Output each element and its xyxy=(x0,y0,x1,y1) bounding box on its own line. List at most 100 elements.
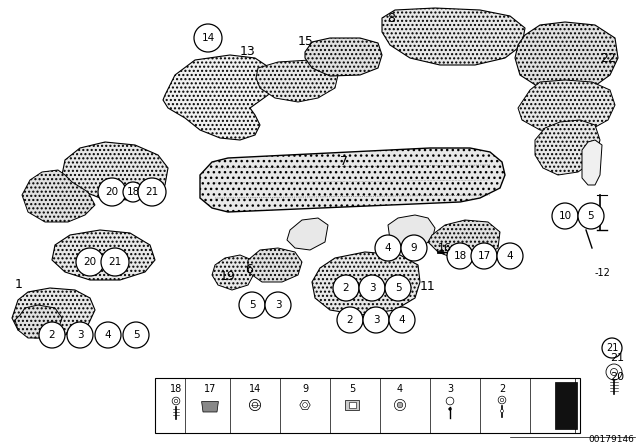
Text: 10: 10 xyxy=(559,211,572,221)
Text: 22: 22 xyxy=(600,52,616,65)
Circle shape xyxy=(385,275,411,301)
Polygon shape xyxy=(256,60,338,102)
Circle shape xyxy=(578,203,604,229)
Text: 2: 2 xyxy=(347,315,353,325)
Polygon shape xyxy=(515,22,618,92)
Circle shape xyxy=(250,400,260,411)
Text: 2: 2 xyxy=(49,330,55,340)
Circle shape xyxy=(611,369,618,375)
Circle shape xyxy=(498,396,506,404)
Circle shape xyxy=(394,400,406,411)
Polygon shape xyxy=(388,215,435,248)
Polygon shape xyxy=(163,55,275,140)
Circle shape xyxy=(95,322,121,348)
Text: -12: -12 xyxy=(595,268,611,278)
Circle shape xyxy=(39,322,65,348)
Polygon shape xyxy=(62,142,168,200)
Text: 21: 21 xyxy=(610,353,624,363)
Polygon shape xyxy=(200,148,505,212)
Text: 17: 17 xyxy=(204,384,216,394)
Polygon shape xyxy=(382,8,525,65)
Circle shape xyxy=(265,292,291,318)
Text: 11: 11 xyxy=(420,280,436,293)
Text: 18: 18 xyxy=(453,251,467,261)
Text: 19: 19 xyxy=(220,270,236,283)
Text: 4: 4 xyxy=(105,330,111,340)
Polygon shape xyxy=(535,120,600,175)
Text: 3: 3 xyxy=(372,315,380,325)
Text: 5: 5 xyxy=(349,384,355,394)
Circle shape xyxy=(76,248,104,276)
Circle shape xyxy=(401,235,427,261)
Polygon shape xyxy=(15,305,62,338)
Polygon shape xyxy=(287,218,328,250)
Circle shape xyxy=(123,322,149,348)
Text: 3: 3 xyxy=(369,283,375,293)
Circle shape xyxy=(101,248,129,276)
Circle shape xyxy=(446,397,454,405)
Circle shape xyxy=(194,24,222,52)
Polygon shape xyxy=(428,220,500,260)
Polygon shape xyxy=(518,80,615,133)
Circle shape xyxy=(363,307,389,333)
Text: 8: 8 xyxy=(387,12,395,25)
Circle shape xyxy=(174,399,178,403)
Text: 18: 18 xyxy=(170,384,182,394)
Circle shape xyxy=(123,182,143,202)
Text: 20: 20 xyxy=(106,187,118,197)
Text: 3: 3 xyxy=(447,384,453,394)
Circle shape xyxy=(497,243,523,269)
Circle shape xyxy=(67,322,93,348)
Text: 15: 15 xyxy=(298,35,314,48)
Text: 00179146: 00179146 xyxy=(588,435,634,444)
Text: 1: 1 xyxy=(15,278,23,291)
Text: 16: 16 xyxy=(438,243,452,253)
Bar xyxy=(555,382,577,429)
Text: 18: 18 xyxy=(126,187,140,197)
Polygon shape xyxy=(582,140,602,185)
Polygon shape xyxy=(202,401,218,412)
Polygon shape xyxy=(22,170,95,222)
Circle shape xyxy=(500,398,504,402)
Circle shape xyxy=(389,307,415,333)
Text: 21: 21 xyxy=(606,343,618,353)
Text: 5: 5 xyxy=(588,211,595,221)
Text: 14: 14 xyxy=(249,384,261,394)
Text: 5: 5 xyxy=(132,330,140,340)
Text: 2: 2 xyxy=(342,283,349,293)
Circle shape xyxy=(333,275,359,301)
Text: 14: 14 xyxy=(202,33,214,43)
Circle shape xyxy=(303,403,307,407)
Text: 4: 4 xyxy=(397,384,403,394)
Circle shape xyxy=(449,408,451,410)
Text: 3: 3 xyxy=(77,330,83,340)
Circle shape xyxy=(606,364,622,380)
Polygon shape xyxy=(312,252,420,315)
Text: 7: 7 xyxy=(340,155,348,168)
Text: 20: 20 xyxy=(610,372,624,382)
Circle shape xyxy=(138,178,166,206)
Circle shape xyxy=(239,292,265,318)
Text: 21: 21 xyxy=(145,187,159,197)
Polygon shape xyxy=(52,230,155,280)
Circle shape xyxy=(252,402,258,408)
Polygon shape xyxy=(305,38,382,76)
Text: 5: 5 xyxy=(395,283,401,293)
Circle shape xyxy=(397,402,403,408)
Text: 4: 4 xyxy=(507,251,513,261)
Text: 17: 17 xyxy=(477,251,491,261)
Circle shape xyxy=(447,243,473,269)
Text: 4: 4 xyxy=(385,243,391,253)
Text: 9: 9 xyxy=(302,384,308,394)
Text: 2: 2 xyxy=(499,384,505,394)
Circle shape xyxy=(602,338,622,358)
Text: 21: 21 xyxy=(108,257,122,267)
Bar xyxy=(155,378,580,433)
Text: 9: 9 xyxy=(411,243,417,253)
Text: 20: 20 xyxy=(83,257,97,267)
Polygon shape xyxy=(212,255,255,290)
Text: 6: 6 xyxy=(245,263,253,276)
Polygon shape xyxy=(12,288,95,338)
Circle shape xyxy=(471,243,497,269)
Circle shape xyxy=(337,307,363,333)
